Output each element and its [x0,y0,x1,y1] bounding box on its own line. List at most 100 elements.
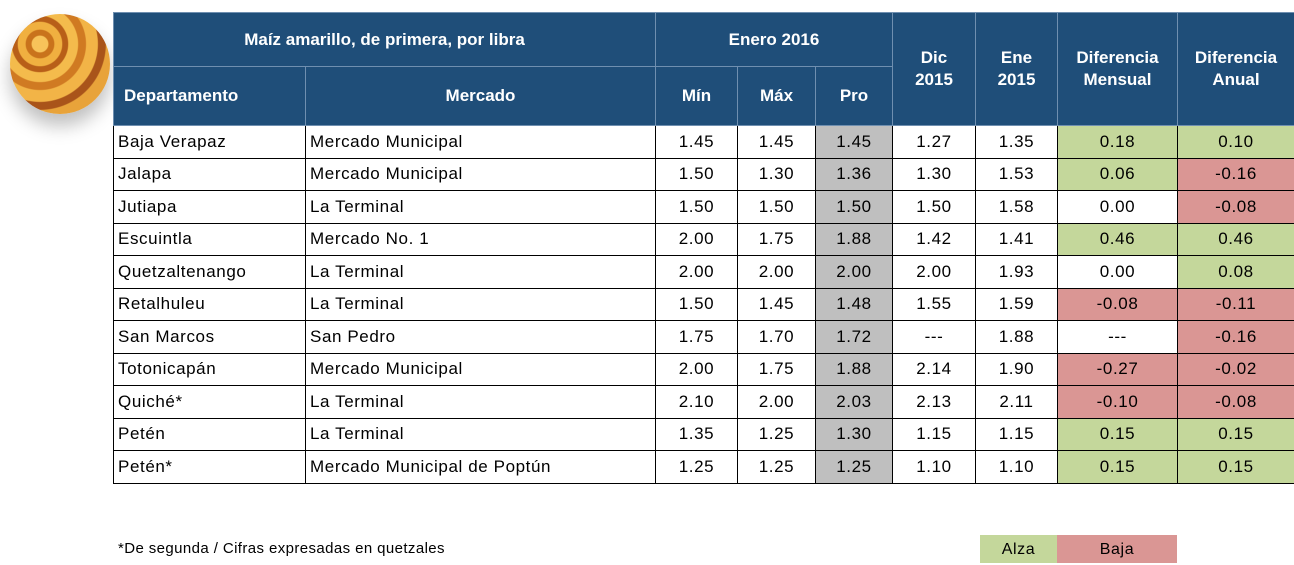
table-cell: 1.50 [738,191,816,224]
table-cell: 0.00 [1058,191,1178,224]
table-cell: La Terminal [306,418,656,451]
table-cell: 0.06 [1058,158,1178,191]
table-cell: San Marcos [114,321,306,354]
table-cell: 1.25 [738,451,816,484]
table-cell: 1.55 [893,288,976,321]
table-cell: 1.25 [738,418,816,451]
table-cell: Retalhuleu [114,288,306,321]
table-cell: -0.08 [1178,191,1294,224]
table-cell: 1.50 [656,191,738,224]
table-cell: Mercado No. 1 [306,223,656,256]
table-cell: 1.75 [738,223,816,256]
table-cell: La Terminal [306,386,656,419]
table-cell: 0.15 [1178,418,1294,451]
table-cell: -0.08 [1058,288,1178,321]
table-cell: Quetzaltenango [114,256,306,289]
table-cell: Escuintla [114,223,306,256]
table-cell: 0.08 [1178,256,1294,289]
table-cell: 2.00 [738,256,816,289]
table-cell: 1.59 [976,288,1058,321]
corn-image [10,14,110,114]
table-cell: 1.48 [816,288,893,321]
table-cell: 1.45 [738,288,816,321]
table-cell: 1.30 [893,158,976,191]
table-row: Petén*Mercado Municipal de Poptún 1.251.2… [114,451,1294,484]
table-cell: 1.70 [738,321,816,354]
table-cell: 2.11 [976,386,1058,419]
table-cell: La Terminal [306,191,656,224]
table-cell: 0.46 [1178,223,1294,256]
footnote: *De segunda / Cifras expresadas en quetz… [118,540,445,557]
table-cell: 1.15 [976,418,1058,451]
col-header: Diferencia Mensual [1058,13,1178,126]
table-cell: 1.75 [738,353,816,386]
table-row: PeténLa Terminal1.351.251.301.151.150.15… [114,418,1294,451]
table-cell: -0.11 [1178,288,1294,321]
col-header: Pro [816,67,893,126]
table-row: RetalhuleuLa Terminal1.501.451.481.551.5… [114,288,1294,321]
table-cell: 0.10 [1178,126,1294,159]
table-cell: 1.88 [976,321,1058,354]
col-header: Departamento [114,67,306,126]
table-cell: -0.08 [1178,386,1294,419]
table-cell: 1.36 [816,158,893,191]
table-cell: 0.46 [1058,223,1178,256]
table-cell: 0.15 [1058,418,1178,451]
period: Enero 2016 [656,13,893,67]
table-cell: 1.35 [656,418,738,451]
table-cell: 1.93 [976,256,1058,289]
table-cell: 2.00 [738,386,816,419]
table-cell: 1.25 [816,451,893,484]
table-cell: 0.15 [1178,451,1294,484]
table-cell: Totonicapán [114,353,306,386]
table-title: Maíz amarillo, de primera, por libra [114,13,656,67]
table-cell: 1.50 [656,158,738,191]
table-cell: 0.15 [1058,451,1178,484]
table-cell: --- [1058,321,1178,354]
table-cell: San Pedro [306,321,656,354]
table-cell: 1.42 [893,223,976,256]
table-cell: 2.00 [656,223,738,256]
table-cell: Mercado Municipal [306,353,656,386]
table-row: EscuintlaMercado No. 12.001.751.881.421.… [114,223,1294,256]
table-cell: 2.13 [893,386,976,419]
table-cell: 2.00 [656,353,738,386]
table-cell: Mercado Municipal [306,126,656,159]
table-cell: 2.00 [816,256,893,289]
table-cell: 1.10 [976,451,1058,484]
table-cell: -0.10 [1058,386,1178,419]
table-cell: 1.10 [893,451,976,484]
table-row: QuetzaltenangoLa Terminal2.002.002.002.0… [114,256,1294,289]
table-cell: 0.18 [1058,126,1178,159]
table-row: TotonicapánMercado Municipal2.001.751.88… [114,353,1294,386]
legend-baja: Baja [1057,535,1177,563]
table-cell: 1.41 [976,223,1058,256]
table-cell: 1.88 [816,223,893,256]
table-row: San MarcosSan Pedro1.751.701.72---1.88--… [114,321,1294,354]
table-row: Baja VerapazMercado Municipal1.451.451.4… [114,126,1294,159]
table-cell: 1.50 [656,288,738,321]
table-cell: 1.30 [816,418,893,451]
table-cell: -0.16 [1178,158,1294,191]
table-cell: 1.50 [893,191,976,224]
table-cell: 1.45 [656,126,738,159]
legend-alza: Alza [980,535,1057,563]
col-header: Diferencia Anual [1178,13,1294,126]
table-cell: 1.27 [893,126,976,159]
table-cell: Quiché* [114,386,306,419]
table-cell: 1.58 [976,191,1058,224]
table-cell: 2.00 [656,256,738,289]
col-header: Dic 2015 [893,13,976,126]
table-cell: 1.45 [738,126,816,159]
table-cell: 2.03 [816,386,893,419]
table-cell: --- [893,321,976,354]
col-header: Mercado [306,67,656,126]
table-cell: 2.10 [656,386,738,419]
table-row: Quiché*La Terminal2.102.002.032.132.11-0… [114,386,1294,419]
table-cell: 1.72 [816,321,893,354]
table-cell: Petén* [114,451,306,484]
table-cell: 1.15 [893,418,976,451]
table-cell: Mercado Municipal de Poptún [306,451,656,484]
table-cell: 2.00 [893,256,976,289]
table-cell: La Terminal [306,288,656,321]
